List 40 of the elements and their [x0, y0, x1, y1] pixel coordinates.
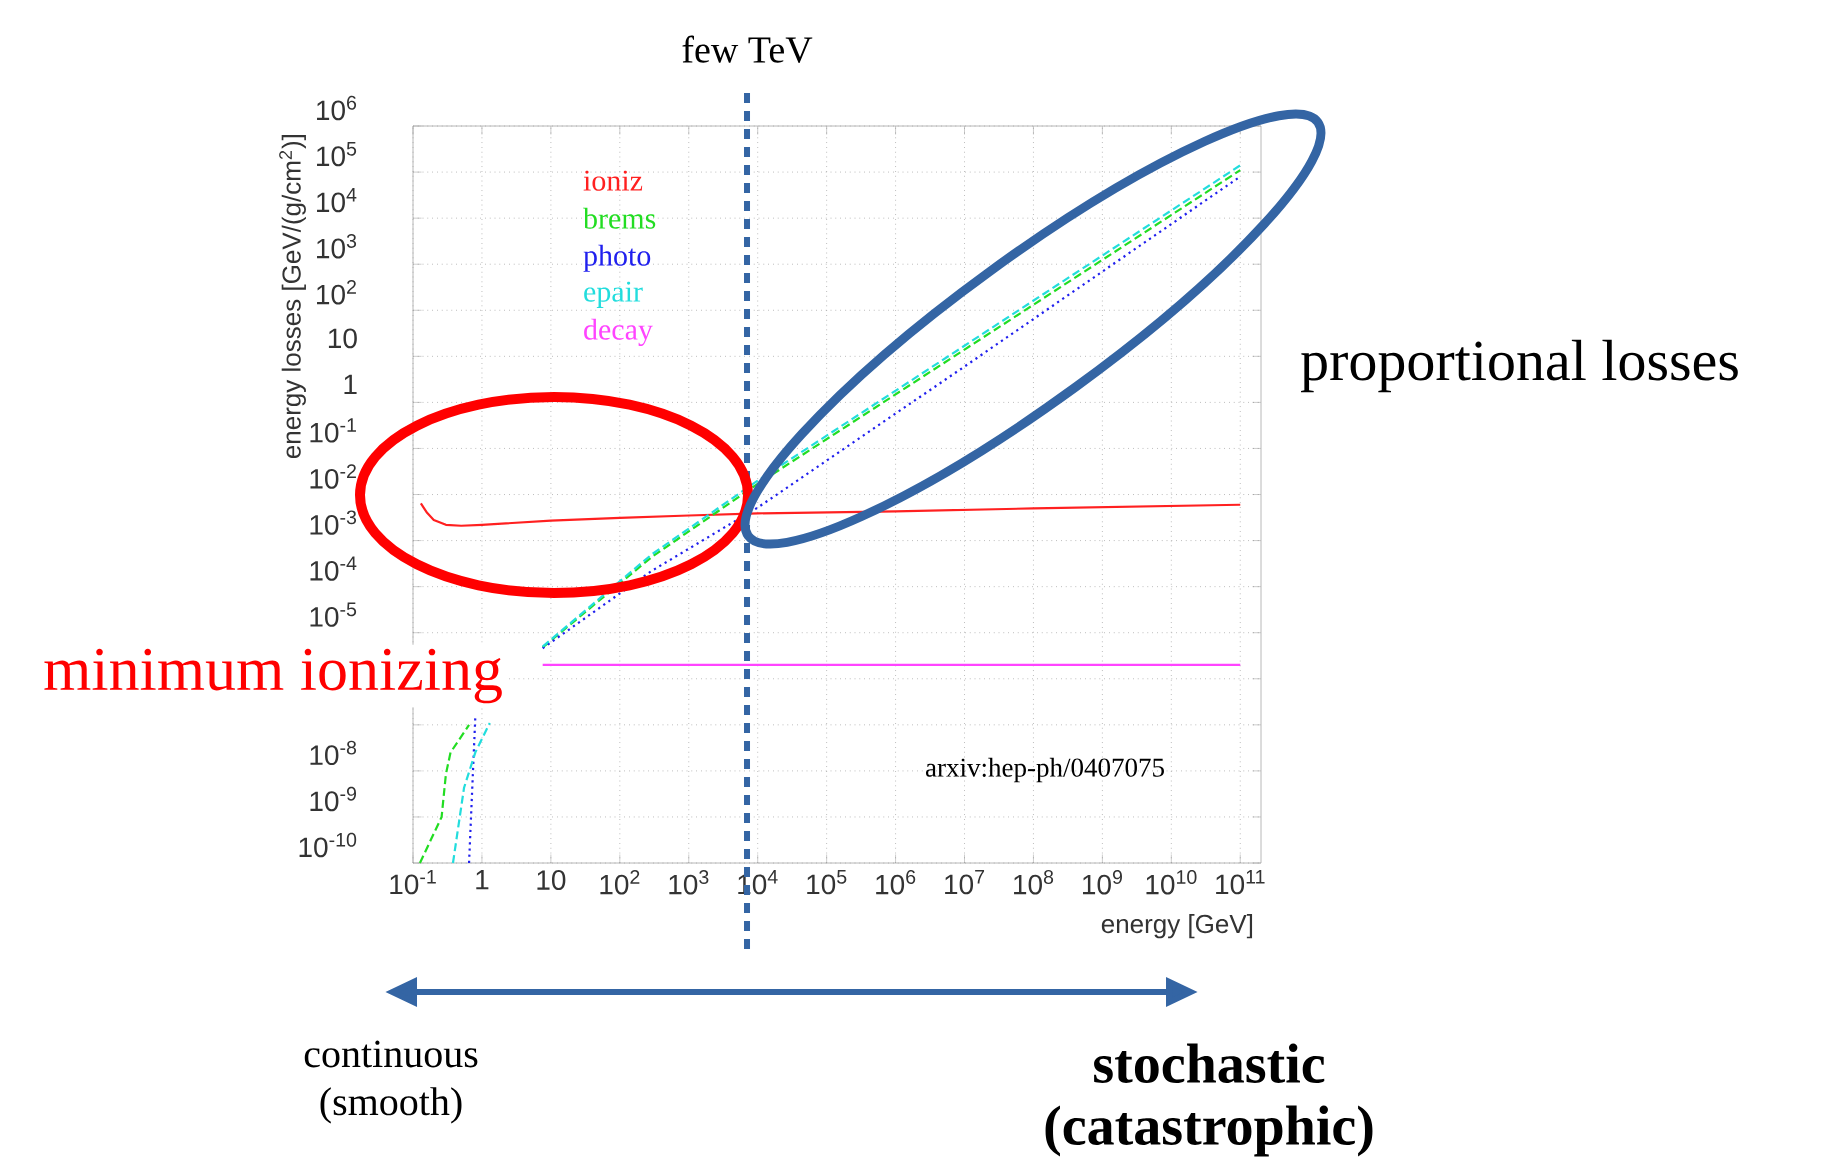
- text: continuous (smooth): [304, 1040, 478, 1124]
- ref-line-label: few TeV: [682, 35, 813, 63]
- text: epair: [584, 281, 643, 308]
- text: stochastic (catastrophic): [1045, 1043, 1373, 1157]
- y-tick-label: 10$^{6}$: [317, 95, 357, 121]
- y-tick-label: 10$^{-9}$: [310, 786, 357, 812]
- text: decay: [584, 318, 653, 346]
- x-tick-label: 1: [476, 870, 489, 890]
- y-tick-label: 1: [344, 374, 357, 395]
- x-tick-label: 10$^{2}$: [600, 870, 640, 895]
- y-tick-label: 10$^{-3}$: [310, 510, 357, 535]
- text: ioniz: [583, 170, 643, 191]
- y-tick-label: 10$^{-5}$: [310, 602, 357, 627]
- y-tick-label: 10$^{-10}$: [299, 832, 357, 858]
- y-tick-label: 10$^{5}$: [317, 141, 357, 167]
- y-tick-label: 10$^{2}$: [317, 280, 356, 305]
- y-tick-label: 10: [328, 328, 357, 349]
- x-tick-label: 10$^{10}$: [1146, 870, 1197, 895]
- text: brems: [583, 207, 656, 229]
- x-tick-label: 10$^{5}$: [807, 870, 847, 895]
- text: proportional losses: [1301, 339, 1738, 393]
- x-tick-label: 10$^{7}$: [945, 870, 985, 895]
- x-tick-label: 10$^{11}$: [1216, 870, 1265, 895]
- y-tick-label: 10$^{4}$: [317, 188, 357, 213]
- x-tick-label: 10$^{3}$: [669, 870, 709, 895]
- x-axis-title: energy [GeV]: [1101, 914, 1253, 939]
- y-tick-label: 10$^{-4}$: [310, 556, 357, 581]
- y-tick-label: 10$^{-8}$: [310, 740, 357, 766]
- x-tick-label: 10: [537, 870, 566, 890]
- y-tick-label: 10$^{-1}$: [310, 418, 356, 443]
- annotation: minimum ionizing: [44, 648, 502, 704]
- text: photo: [583, 244, 651, 272]
- x-tick-label: 10$^{8}$: [1014, 870, 1054, 895]
- x-tick-label: 10$^{-1}$: [390, 870, 436, 895]
- x-tick-label: 10$^{6}$: [876, 870, 916, 895]
- y-tick-label: 10$^{3}$: [317, 234, 357, 259]
- x-tick-label: 10$^{9}$: [1082, 870, 1122, 895]
- y-axis-title: energy losses [GeV/(g/cm$^{2}$)]: [279, 134, 306, 459]
- annotation: arxiv:hep-ph/0407075: [925, 757, 1164, 783]
- y-tick-label: 10$^{-2}$: [310, 464, 356, 489]
